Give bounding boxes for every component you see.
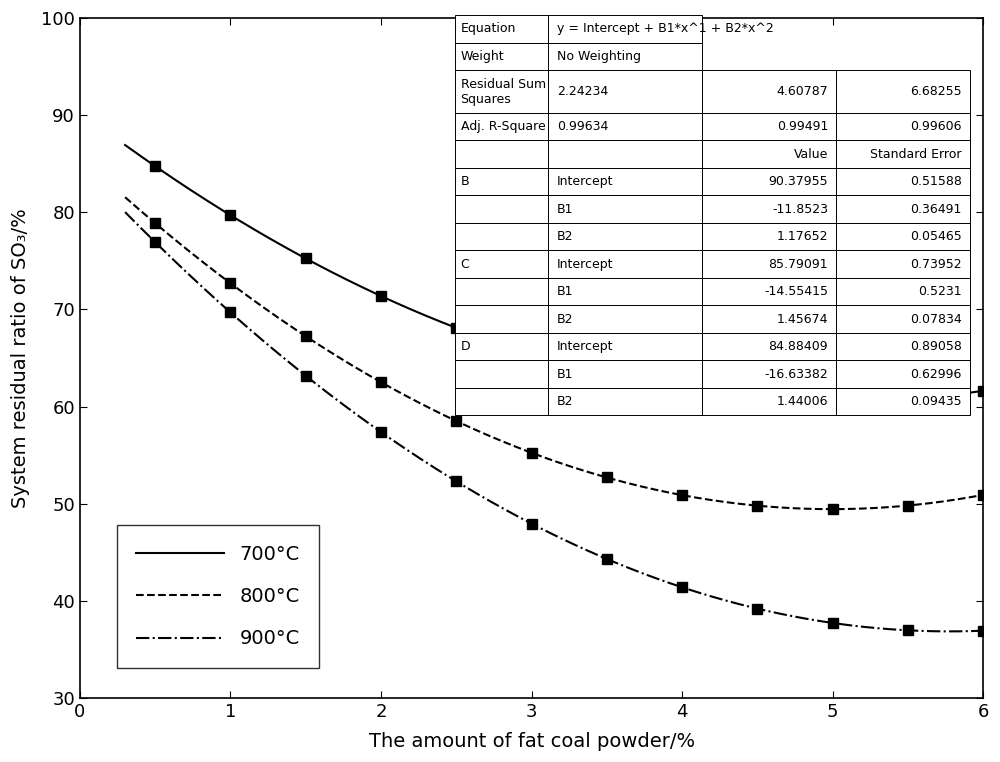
X-axis label: The amount of fat coal powder/%: The amount of fat coal powder/% [369, 732, 695, 751]
Y-axis label: System residual ratio of SO₃/%: System residual ratio of SO₃/% [11, 208, 30, 508]
Legend: 700°C, 800°C, 900°C: 700°C, 800°C, 900°C [117, 525, 319, 668]
